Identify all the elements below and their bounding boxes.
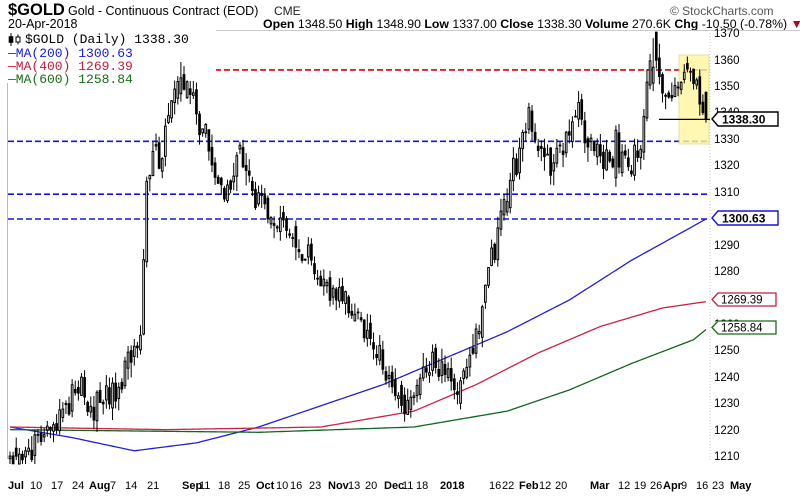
svg-text:1269.39: 1269.39	[721, 295, 763, 307]
svg-text:1300.63: 1300.63	[722, 212, 766, 226]
svg-text:1258.84: 1258.84	[721, 323, 763, 335]
svg-text:1338.30: 1338.30	[722, 112, 766, 126]
